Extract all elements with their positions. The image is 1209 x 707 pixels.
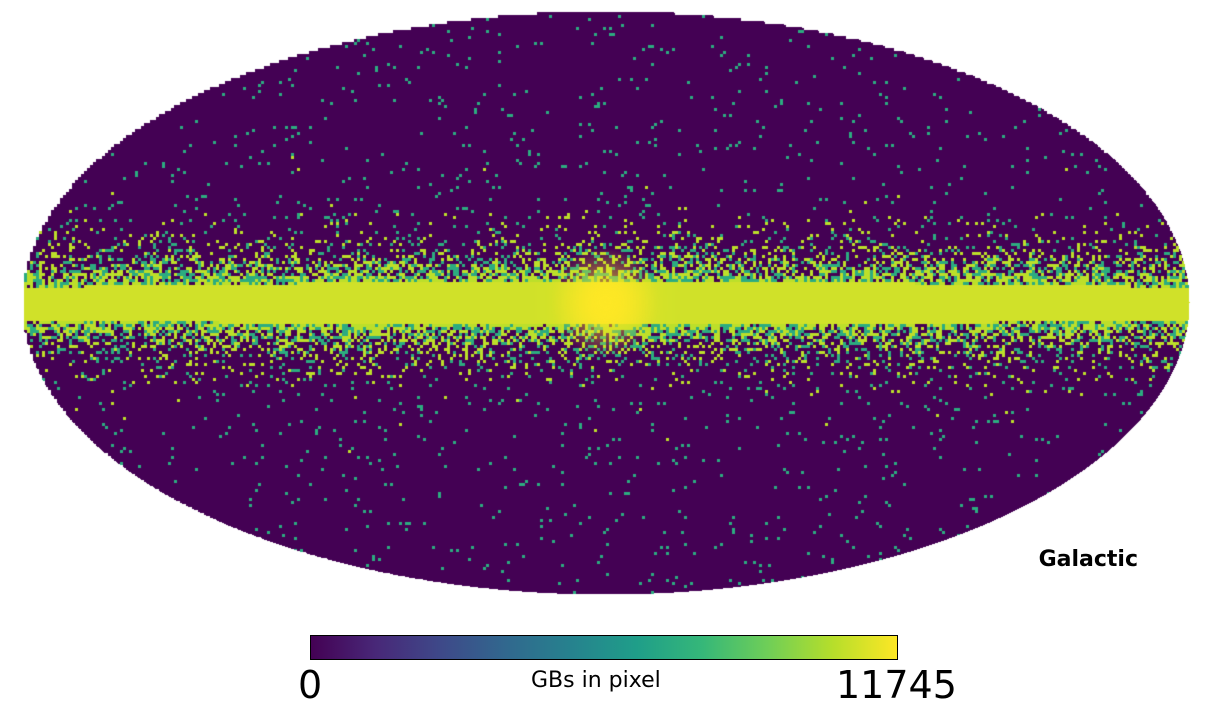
sky-map — [0, 0, 1209, 600]
colorbar-title: GBs in pixel — [531, 668, 661, 693]
colorbar — [310, 635, 898, 660]
colorbar-min-label: 0 — [298, 663, 323, 707]
galactic-bulge — [550, 247, 660, 357]
coordinate-system-label: Galactic — [1038, 547, 1138, 572]
sky-map-overlay — [550, 247, 660, 357]
colorbar-max-label: 11745 — [836, 663, 957, 707]
